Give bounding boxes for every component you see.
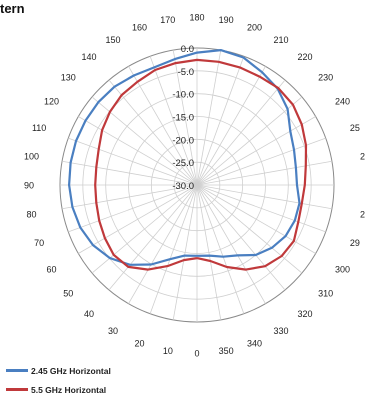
legend-label: 5.5 GHz Horizontal [31,384,107,395]
grid-spoke [196,160,332,186]
grid-spoke [196,79,286,186]
series-line-2 [94,58,308,271]
angle-tick-label: 110 [32,123,46,133]
angle-tick-label: 25 [350,123,360,133]
angle-tick-label: 240 [335,97,350,107]
grid-spoke [128,66,198,186]
grid-spoke [62,160,198,186]
grid-spoke [196,56,245,186]
legend: 2.45 GHz Horizontal 5.5 GHz Horizontal [6,361,111,399]
grid-spoke [172,184,198,320]
angle-tick-label: 0 [194,349,199,359]
grid-spoke [196,184,266,304]
angle-tick-label: 230 [318,73,333,83]
grid-spoke [196,96,303,186]
grid-spoke [196,184,222,320]
radial-tick-label: 0.0 [181,44,194,55]
angle-tick-label: 220 [297,52,312,62]
grid-spoke [172,50,198,186]
angle-tick-label: 60 [46,265,56,275]
angle-tick-label: 140 [81,52,96,62]
angle-tick-label: 2 [360,210,365,220]
chart-title: tern [0,1,25,16]
grid-spoke [196,184,286,291]
radial-tick-label: -5.0 [178,67,194,78]
legend-swatch [6,369,28,372]
angle-tick-label: 10 [163,346,173,356]
grid-spoke [196,184,316,254]
grid-spoke [196,184,332,210]
grid-spoke [149,184,198,314]
angle-tick-label: 210 [273,35,288,45]
angle-tick-label: 170 [160,15,175,25]
angle-tick-label: 70 [34,238,44,248]
angle-tick-label: 180 [189,13,204,23]
series-line-1 [67,48,301,266]
angle-tick-label: 20 [135,338,145,348]
angle-tick-label: 130 [61,73,76,83]
angle-tick-label: 30 [108,326,118,336]
angle-tick-label: 80 [27,210,37,220]
legend-item: 5.5 GHz Horizontal [6,380,111,399]
grid-spoke [196,184,326,233]
angle-tick-label: 160 [132,23,147,33]
grid-spoke [196,66,266,186]
angle-tick-label: 50 [63,288,73,298]
grid-spoke [196,137,326,186]
angle-tick-label: 310 [318,288,333,298]
radial-tick-label: -15.0 [172,113,194,124]
angle-tick-label: 40 [84,309,94,319]
radial-tick-label: -20.0 [172,135,194,146]
grid-spoke [196,50,222,186]
grid-spoke [68,184,198,233]
grid-spoke [196,184,303,274]
angle-tick-label: 340 [247,338,262,348]
grid-spoke [68,137,198,186]
radial-tick-label: -10.0 [172,90,194,101]
grid-spoke [62,184,198,210]
angle-tick-label: 350 [219,346,234,356]
radial-tick-label: -25.0 [172,158,194,169]
angle-tick-label: 200 [247,23,262,33]
grid-spoke [128,184,198,304]
radial-tick-label: -30.0 [172,181,194,192]
angle-tick-label: 150 [105,35,120,45]
grid-spoke [78,116,198,186]
grid-spoke [108,79,198,186]
angle-tick-label: 2 [360,151,365,161]
angle-tick-label: 190 [219,15,234,25]
grid-spoke [196,184,245,314]
grid-spoke [108,184,198,291]
grid-spoke [149,56,198,186]
legend-swatch [6,388,28,391]
angle-tick-label: 90 [24,181,34,191]
angle-tick-label: 100 [24,151,39,161]
legend-label: 2.45 GHz Horizontal [31,365,111,376]
angle-tick-label: 29 [350,238,360,248]
angle-tick-label: 300 [335,265,350,275]
legend-item: 2.45 GHz Horizontal [6,361,111,380]
angle-tick-label: 330 [273,326,288,336]
angle-tick-label: 320 [297,309,312,319]
angle-tick-label: 120 [44,97,59,107]
grid-spoke [196,116,316,186]
grid-spoke [78,184,198,254]
